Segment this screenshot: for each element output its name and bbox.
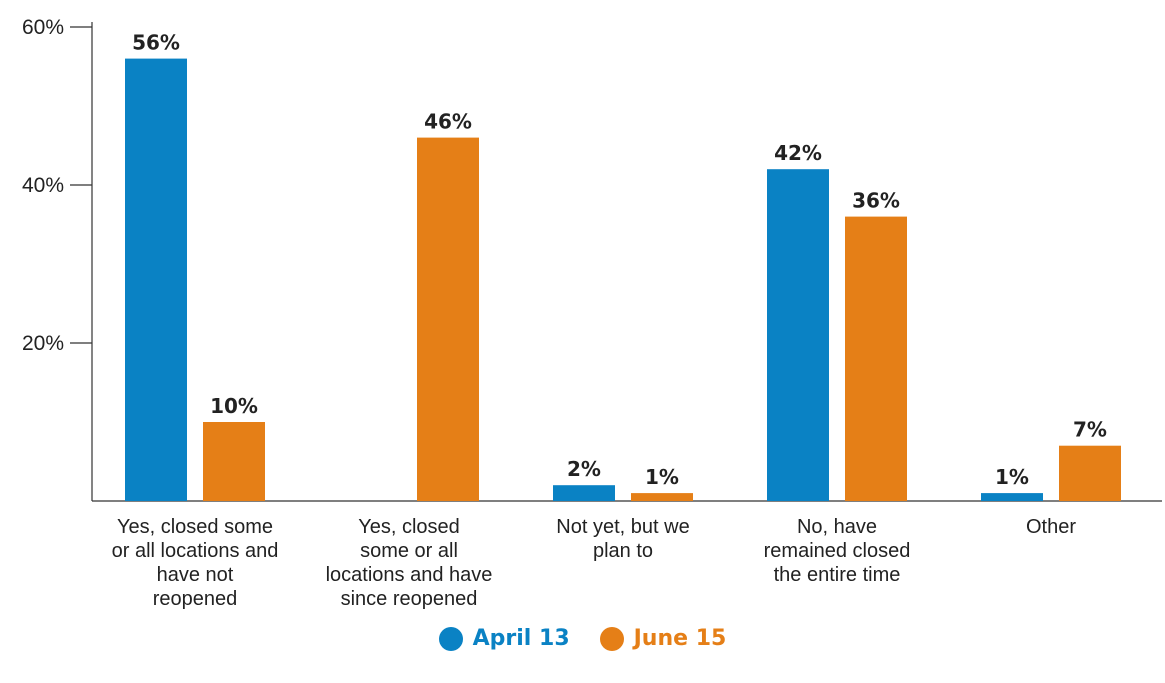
bar-april-13: [981, 493, 1043, 501]
y-tick-label: 20%: [22, 332, 64, 355]
bar-april-13: [553, 485, 615, 501]
legend-label-june-15: June 15: [633, 626, 727, 651]
bar-june-15: [1059, 445, 1121, 501]
bar-april-13: [125, 58, 187, 501]
data-label: 56%: [132, 31, 180, 55]
data-label: 7%: [1073, 418, 1107, 442]
bar-april-13: [767, 169, 829, 501]
x-category-label: Yes, closed some or all locations and have…: [112, 516, 279, 610]
y-tick-label: 40%: [22, 174, 64, 197]
data-label: 42%: [774, 141, 822, 165]
data-label: 10%: [210, 394, 258, 418]
x-category-label: Yes, closed some or all locations and have…: [326, 516, 493, 610]
x-category-label: Not yet, but we plan to: [556, 516, 689, 562]
x-category-label: No, have remained closed the entire time: [764, 516, 911, 586]
bar-june-15: [631, 493, 693, 501]
bar-june-15: [417, 137, 479, 501]
legend-swatch-june-15: [599, 626, 624, 651]
x-category-label: Other: [1026, 516, 1076, 538]
legend-item-june-15: June 15: [599, 626, 727, 651]
data-label: 1%: [995, 465, 1029, 489]
legend-item-april-13: April 13: [438, 626, 570, 651]
data-label: 46%: [424, 110, 472, 134]
y-tick-label: 60%: [22, 16, 64, 39]
legend-label-april-13: April 13: [472, 626, 570, 651]
bar-june-15: [845, 216, 907, 501]
legend-swatch-april-13: [438, 626, 463, 651]
data-label: 2%: [567, 457, 601, 481]
bar-june-15: [203, 422, 265, 501]
data-label: 36%: [852, 189, 900, 213]
data-label: 1%: [645, 465, 679, 489]
legend: April 13 June 15: [0, 626, 1165, 651]
